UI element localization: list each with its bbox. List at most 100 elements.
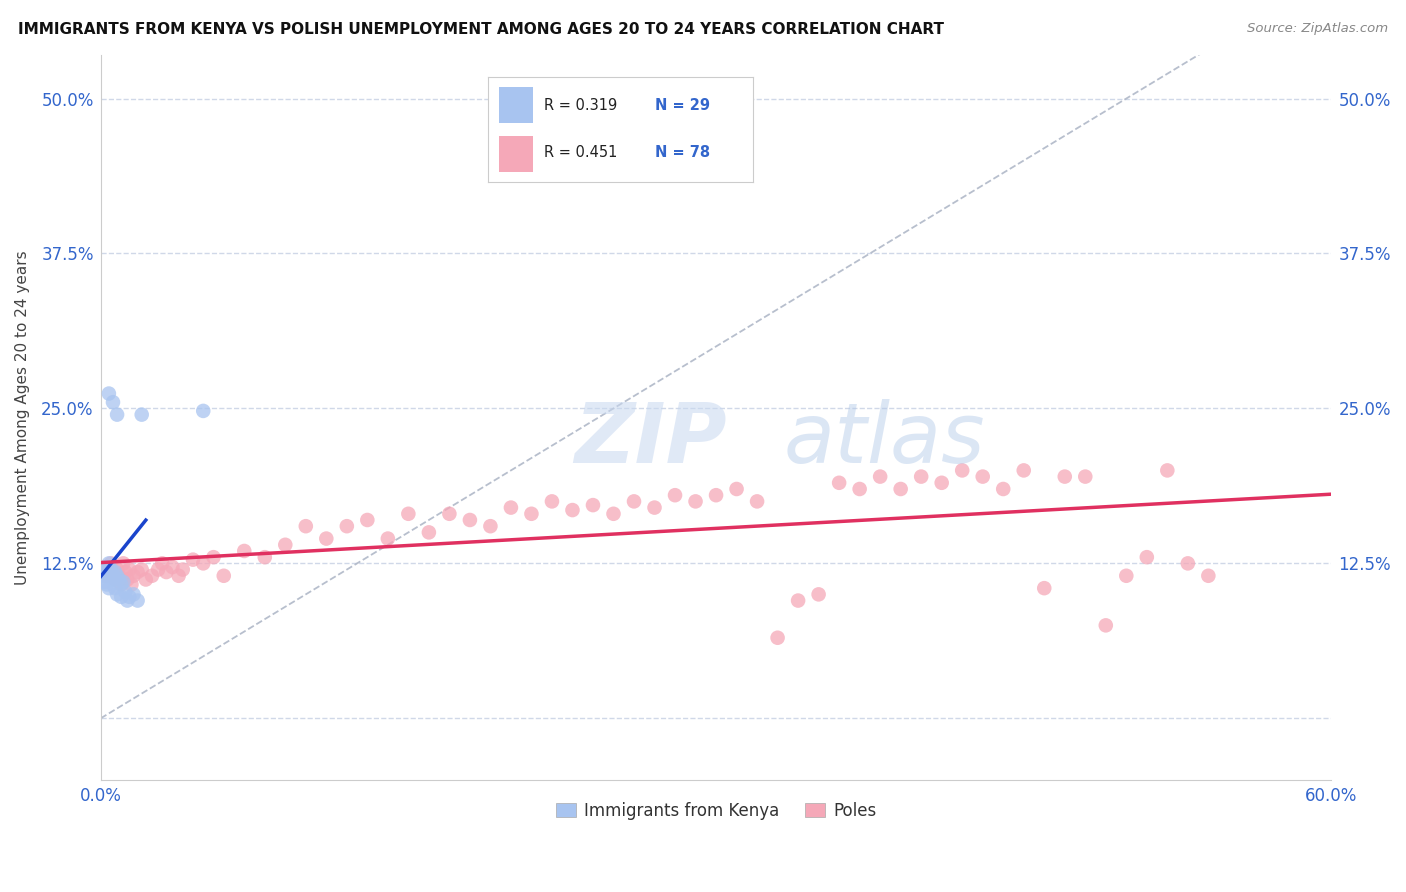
Point (131, 563, 153, 577)
Point (295, 519, 318, 533)
Point (439, 507, 461, 521)
Point (118, 590, 141, 604)
Point (233, 544, 256, 558)
Point (104, 565, 127, 579)
Point (108, 573, 131, 587)
Point (172, 563, 194, 577)
Point (704, 488, 727, 502)
Point (356, 513, 378, 527)
Point (458, 513, 481, 527)
Point (155, 565, 177, 579)
Point (993, 482, 1015, 496)
Point (91, 568, 114, 582)
Y-axis label: Unemployment Among Ages 20 to 24 years: Unemployment Among Ages 20 to 24 years (15, 251, 30, 585)
Point (122, 587, 145, 601)
Point (1156, 463, 1178, 477)
Point (101, 565, 124, 579)
Point (105, 408, 128, 422)
Point (336, 519, 359, 533)
Point (101, 567, 124, 582)
Point (141, 568, 163, 582)
Point (110, 577, 132, 591)
Point (131, 408, 153, 422)
Point (1094, 618, 1116, 632)
Point (105, 563, 128, 577)
Point (253, 550, 276, 565)
Point (685, 494, 707, 508)
Point (377, 532, 399, 546)
Point (1177, 557, 1199, 571)
Point (117, 573, 139, 587)
Point (1053, 469, 1076, 483)
Point (1074, 469, 1097, 483)
Point (950, 463, 973, 477)
Point (112, 574, 135, 589)
Point (112, 557, 135, 571)
Point (94, 574, 117, 589)
Point (100, 565, 122, 579)
Point (94, 560, 117, 574)
Legend: Immigrants from Kenya, Poles: Immigrants from Kenya, Poles (550, 795, 883, 826)
Point (110, 577, 132, 591)
Point (561, 503, 583, 517)
Point (807, 587, 830, 601)
Point (644, 500, 666, 515)
Point (745, 494, 768, 508)
Point (274, 538, 297, 552)
Point (910, 469, 932, 483)
Point (101, 573, 124, 587)
Point (766, 631, 789, 645)
Point (725, 482, 748, 496)
Point (162, 560, 184, 574)
Point (202, 550, 225, 565)
Point (602, 507, 624, 521)
Point (848, 482, 870, 496)
Point (91, 565, 114, 579)
Point (100, 557, 122, 571)
Point (418, 525, 440, 540)
Point (1012, 463, 1035, 477)
Point (167, 568, 190, 582)
Point (931, 475, 953, 490)
Point (541, 494, 564, 508)
Point (315, 532, 337, 546)
Point (1197, 568, 1219, 582)
Point (105, 568, 128, 582)
Point (101, 395, 124, 409)
Point (193, 557, 215, 571)
Text: Source: ZipAtlas.com: Source: ZipAtlas.com (1247, 22, 1388, 36)
Point (869, 469, 891, 483)
Point (1033, 581, 1056, 595)
Point (97, 557, 120, 571)
Point (122, 568, 145, 582)
Point (117, 593, 139, 607)
Point (118, 563, 141, 577)
Point (127, 565, 149, 579)
Point (1136, 550, 1159, 565)
Point (97, 386, 120, 401)
Point (890, 482, 912, 496)
Text: IMMIGRANTS FROM KENYA VS POLISH UNEMPLOYMENT AMONG AGES 20 TO 24 YEARS CORRELATI: IMMIGRANTS FROM KENYA VS POLISH UNEMPLOY… (18, 22, 945, 37)
Point (828, 475, 851, 490)
Point (193, 404, 215, 418)
Point (96, 560, 118, 574)
Point (135, 573, 157, 587)
Point (104, 581, 127, 595)
Text: atlas: atlas (783, 399, 986, 480)
Point (150, 557, 173, 571)
Point (94, 565, 117, 579)
Point (96, 577, 118, 591)
Point (114, 565, 136, 579)
Point (110, 590, 132, 604)
Point (396, 507, 419, 521)
Point (212, 568, 235, 582)
Text: ZIP: ZIP (575, 399, 727, 480)
Point (120, 577, 142, 591)
Point (96, 568, 118, 582)
Point (479, 519, 502, 533)
Point (787, 593, 810, 607)
Point (97, 563, 120, 577)
Point (105, 587, 128, 601)
Point (181, 552, 204, 566)
Point (623, 494, 645, 508)
